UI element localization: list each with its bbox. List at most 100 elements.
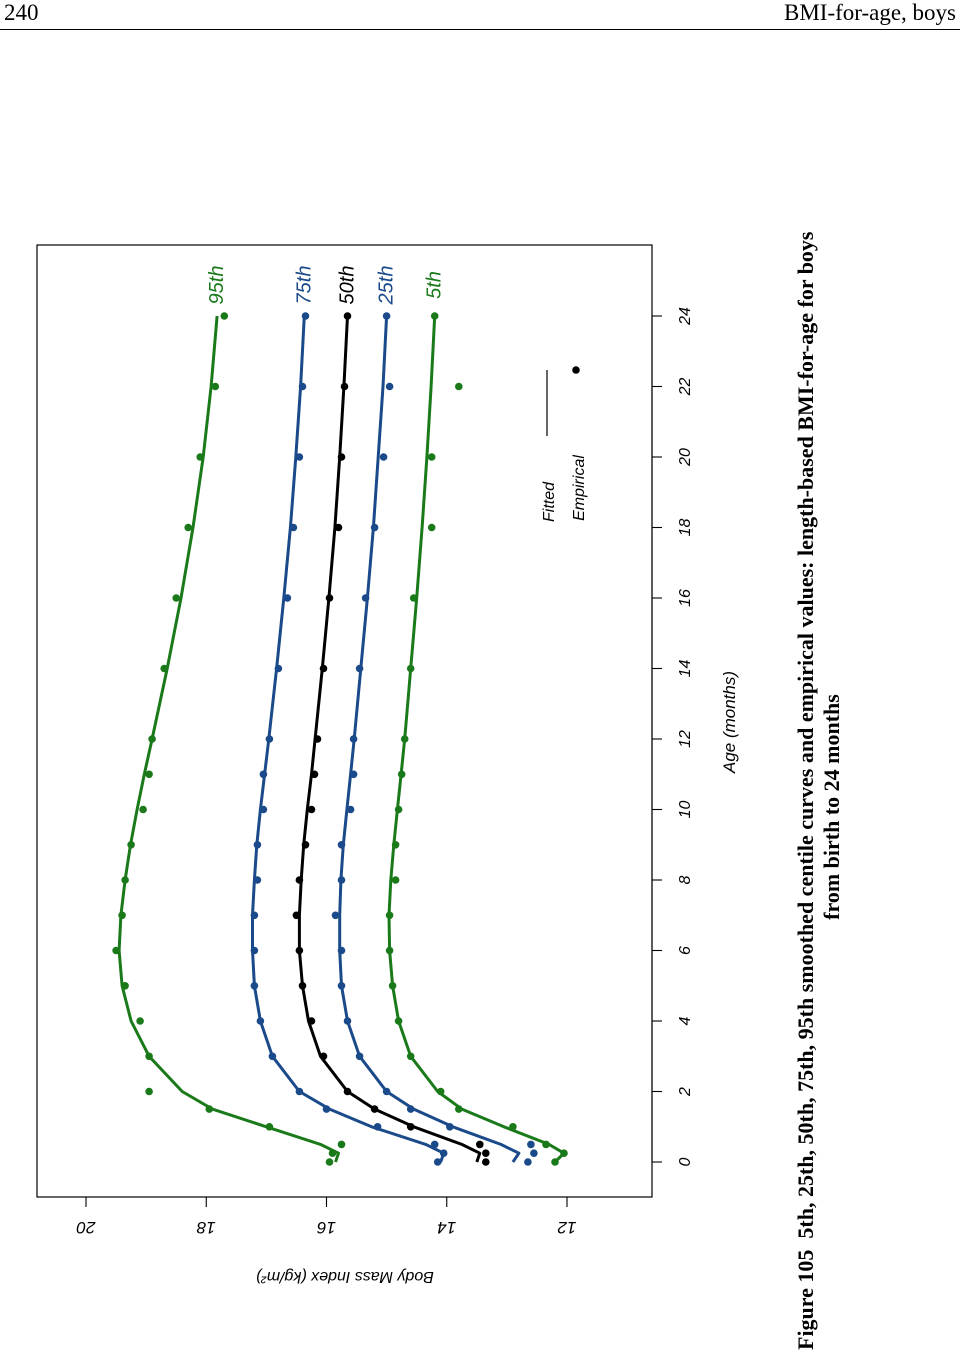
series-5th-empirical-point [406,1052,415,1061]
series-50th-empirical-point [295,946,304,955]
series-75th-empirical-point [268,1052,277,1061]
series-5th-empirical-point [397,770,406,779]
page-header: 240 BMI-for-age, boys [0,0,960,30]
series-95th-empirical-point [325,1158,334,1166]
series-25th-fitted-line [338,315,521,1163]
series-95th-empirical-point [145,1052,153,1061]
series-95th-empirical-point [184,523,192,532]
series-25th-empirical-point [379,453,388,461]
series-5th-empirical-point [406,664,415,673]
y-axis: 12 14 16 18 20 [76,1196,576,1237]
series-5th-empirical-point [385,946,394,955]
series-50th-empirical-point [307,805,316,814]
series-95th-empirical-point [220,312,229,320]
series-75th-empirical-point [259,770,268,779]
series-50th-empirical-point [307,1017,316,1025]
series-75th-empirical-point [430,1140,439,1149]
series-25th-empirical-point [406,1105,415,1113]
series-50th-empirical-point [301,841,310,849]
legend-empirical-dot [572,366,580,374]
series-95th-empirical-point [136,1017,144,1025]
series-5th-fitted-line [387,315,566,1164]
series-95th-empirical-point [337,1140,346,1149]
series-5th-label: 5th [424,271,446,299]
series-50th-empirical-point [343,312,352,320]
series-25th-empirical-point [446,1123,454,1131]
series-50th-empirical-point [482,1158,490,1166]
series-25th-empirical-point [382,312,391,320]
series-75th-empirical-point [265,735,274,743]
x-tick-label: 12 [677,730,694,748]
series-25th-empirical-point [527,1140,535,1149]
legend-fitted-label: Fitted [541,481,558,522]
series-75th-empirical-point [295,453,304,461]
series-25th-empirical-point [355,664,364,673]
caption-line-2: from birth to 24 months [819,264,845,1350]
series-95th-label: 95th [206,266,228,305]
series-25th-empirical-point [337,841,346,849]
series-50th-empirical-point [476,1140,484,1149]
series-75th-empirical-point [259,805,268,814]
series-95th-fitted-line [117,315,340,1163]
series-50th-empirical-point [319,1052,328,1061]
x-tick-label: 10 [677,801,694,819]
series-50th-empirical-point [310,770,319,779]
series-25th-empirical-point [385,382,394,391]
caption-line-1: Figure 105 5th, 25th, 50th, 75th, 95th s… [793,20,819,1351]
series-25th-empirical-point [337,946,346,955]
series-5th-empirical-point [409,594,418,602]
x-tick-label: 22 [677,378,694,397]
y-tick-label: 16 [317,1218,336,1237]
series-75th-empirical-point [253,876,262,884]
series-75th-label: 75th [293,266,315,305]
series-25th-empirical-point [343,1017,352,1025]
y-tick-label: 18 [196,1218,215,1237]
series-50th-empirical-point [370,1105,379,1113]
series-5th-empirical-point [427,453,436,461]
x-tick-label: 4 [677,1016,694,1025]
series-50th-fitted-line [297,315,482,1163]
series-50th-label: 50th [337,266,359,305]
series-5th-empirical-point [509,1123,517,1131]
series-25th-empirical-point [349,735,358,743]
y-tick-label: 20 [76,1218,96,1237]
series-5th-empirical-point [436,1087,445,1096]
x-tick-label: 18 [677,519,694,537]
series-75th-empirical-point [298,382,307,391]
series-95th-empirical-point [211,382,220,391]
series-75th-empirical-point [253,841,262,849]
series-95th-empirical-point [127,841,135,849]
series-95th-empirical-point [145,1087,153,1096]
series-5th-empirical-point [394,1017,403,1025]
x-axis-title: Age (months) [720,671,739,774]
series-25th-empirical-point [524,1158,532,1166]
x-tick-label: 8 [677,875,694,884]
y-tick-label: 12 [557,1218,576,1237]
series-25th-empirical-point [382,1087,391,1096]
series-75th-empirical-point [301,312,310,320]
series-25th-empirical-point [346,805,355,814]
series-5th-empirical-point [551,1158,559,1166]
series-50th-empirical-point [295,876,304,884]
x-tick-label: 24 [677,307,694,326]
series-5th-empirical-point [385,911,394,920]
x-tick-label: 20 [677,448,694,467]
series-5th-empirical-point [394,805,403,814]
series-75th-empirical-point [250,946,259,955]
series-95th-empirical-point [148,735,156,743]
series-75th-empirical-point [256,1017,265,1025]
x-tick-label: 16 [677,589,694,607]
series-5th-empirical-point [430,312,439,320]
figure-caption: Figure 105 5th, 25th, 50th, 75th, 95th s… [793,20,845,1351]
series-95th-empirical-point [121,876,129,884]
series-95th-empirical-point [265,1123,274,1131]
x-tick-label: 14 [677,660,694,678]
series-50th-empirical-point [482,1149,490,1157]
series-95th-empirical-point [121,982,129,990]
x-tick-label: 2 [677,1087,694,1097]
legend-empirical-label: Empirical [571,455,588,521]
series-5th-empirical-point [455,382,463,391]
series-25th-label: 25th [376,266,398,306]
